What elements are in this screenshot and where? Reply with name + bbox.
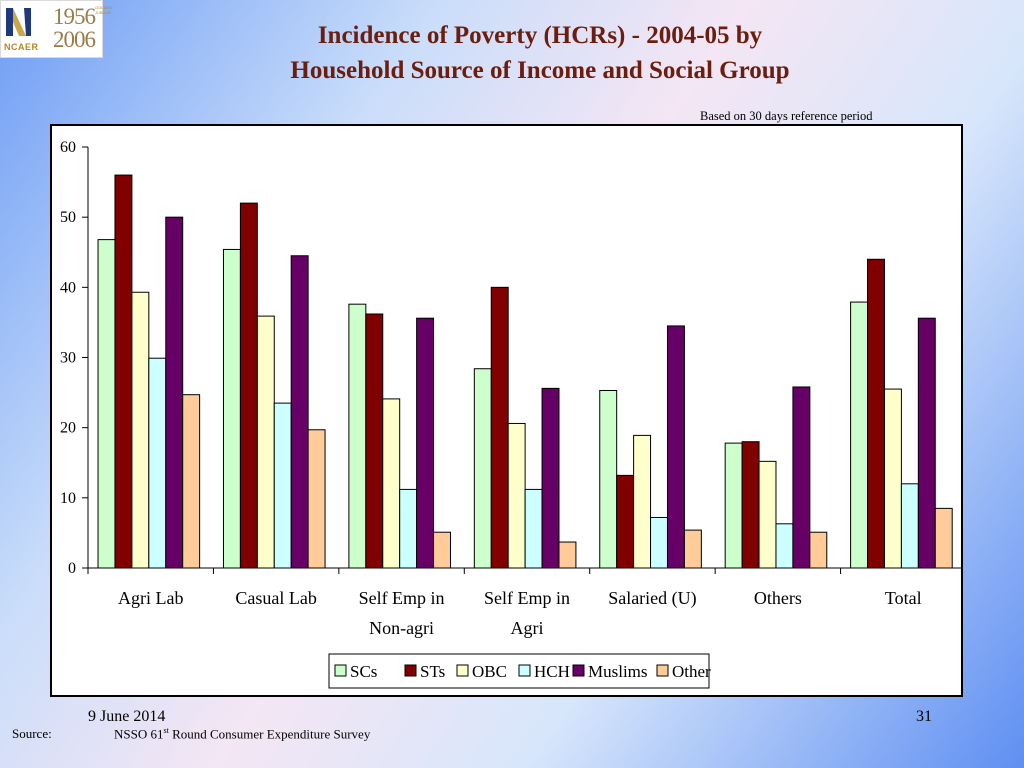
bar-sts-5 (741, 441, 760, 569)
bar-sts-6 (867, 258, 885, 569)
y-tick-label: 20 (60, 420, 76, 437)
bar-muslims-0 (165, 216, 184, 569)
bar-sts-1 (239, 202, 258, 569)
slide-title-line-1: Incidence of Poverty (HCRs) - 2004-05 by (317, 22, 763, 49)
logo-badge: GOLDEN JUBILEE (95, 5, 112, 15)
bar-obc-5 (758, 460, 777, 569)
bar-hch-0 (148, 357, 167, 569)
bar-muslims-4 (666, 325, 685, 569)
bar-muslims-2 (416, 317, 435, 569)
bar-scs-6 (850, 301, 869, 569)
footer-date: 9 June 2014 (88, 708, 166, 725)
source-text-superscript: st (163, 726, 169, 735)
bar-scs-4 (599, 389, 618, 569)
legend-swatch-scs (334, 664, 347, 677)
legend-label-hch: HCH (534, 662, 570, 681)
legend-swatch-other (656, 664, 669, 677)
bar-muslims-6 (917, 317, 936, 569)
y-tick-label: 30 (60, 350, 76, 367)
bar-obc-3 (507, 422, 526, 569)
bar-hch-3 (524, 488, 543, 569)
slide-title: Incidence of Poverty (HCRs) - 2004-05 by… (130, 18, 950, 88)
y-tick-label: 40 (60, 279, 76, 296)
ncaer-n-icon (6, 8, 31, 36)
legend-label-other: Other (672, 662, 711, 681)
source-text-rest: Round Consumer Expenditure Survey (168, 726, 371, 742)
x-category-label: Salaried (U) (608, 588, 696, 609)
bar-scs-1 (222, 248, 241, 569)
reference-period-note: Based on 30 days reference period (700, 109, 873, 123)
poverty-bar-chart: 0 10 20 30 40 50 60 Agri Lab Casual Lab Self Emp … (60, 139, 961, 689)
y-tick-label: 10 (60, 490, 76, 507)
bar-obc-2 (382, 398, 401, 569)
bar-other-2 (433, 531, 451, 569)
bar-muslims-1 (290, 255, 309, 569)
bar-hch-5 (775, 523, 794, 569)
logo-year-end: 2006 (53, 27, 96, 52)
chart-frame: 0 10 20 30 40 50 60 Agri Lab Casual Lab Self Emp … (50, 124, 963, 697)
logo-year-start: 1956 (53, 4, 96, 29)
legend-label-obc: OBC (472, 662, 507, 681)
x-category-label: Casual Lab (235, 588, 316, 608)
bar-muslims-3 (541, 387, 560, 569)
bar-obc-6 (883, 388, 902, 569)
bar-scs-3 (473, 368, 492, 569)
footer-page-number: 31 (916, 708, 932, 725)
y-tick-label: 0 (68, 560, 76, 577)
bar-obc-0 (131, 291, 150, 569)
bar-hch-2 (399, 488, 418, 569)
bar-scs-5 (724, 442, 743, 569)
bar-hch-1 (273, 402, 292, 569)
x-category-label: Total (885, 588, 922, 608)
x-category-label: Self Emp in (484, 588, 570, 608)
x-category-label: Agri Lab (118, 588, 183, 608)
x-category-label: Non-agri (369, 618, 434, 638)
bar-other-4 (683, 529, 702, 569)
bar-sts-0 (114, 174, 133, 569)
bar-other-5 (809, 531, 828, 569)
y-tick-label: 50 (60, 209, 76, 226)
y-tick-label: 60 (60, 139, 76, 156)
bar-hch-6 (900, 483, 919, 569)
x-category-label: Agri (511, 618, 544, 638)
bar-hch-4 (650, 516, 668, 569)
legend-swatch-hch (518, 664, 531, 677)
legend-label-sts: STs (420, 662, 445, 681)
bar-obc-1 (256, 315, 275, 569)
bar-sts-4 (616, 474, 635, 569)
x-category-label: Others (754, 588, 802, 608)
bar-muslims-5 (792, 386, 811, 569)
bar-scs-0 (97, 239, 116, 569)
legend-label-muslims: Muslims (588, 662, 648, 681)
logo-org-name: NCAER (4, 42, 39, 52)
legend-swatch-obc (456, 664, 469, 677)
source-text-main: NSSO 61 (114, 726, 164, 742)
bar-other-3 (558, 541, 577, 569)
bar-obc-4 (633, 434, 652, 569)
legend-swatch-muslims (572, 664, 585, 677)
bar-sts-3 (490, 286, 509, 569)
bar-scs-2 (348, 303, 367, 569)
bar-other-6 (934, 507, 953, 569)
legend-swatch-sts (404, 664, 417, 677)
bar-sts-2 (365, 313, 384, 569)
bar-other-1 (307, 429, 326, 569)
source-text: NSSO 61st Round Consumer Expenditure Sur… (114, 726, 370, 742)
source-label: Source: (12, 726, 52, 741)
x-category-label: Self Emp in (359, 588, 445, 608)
ncaer-logo: NCAER 1956 2006 GOLDEN JUBILEE (0, 0, 112, 58)
legend-label-scs: SCs (350, 662, 377, 681)
slide-title-line-2: Household Source of Income and Social Gr… (290, 57, 790, 84)
bar-other-0 (182, 394, 201, 569)
